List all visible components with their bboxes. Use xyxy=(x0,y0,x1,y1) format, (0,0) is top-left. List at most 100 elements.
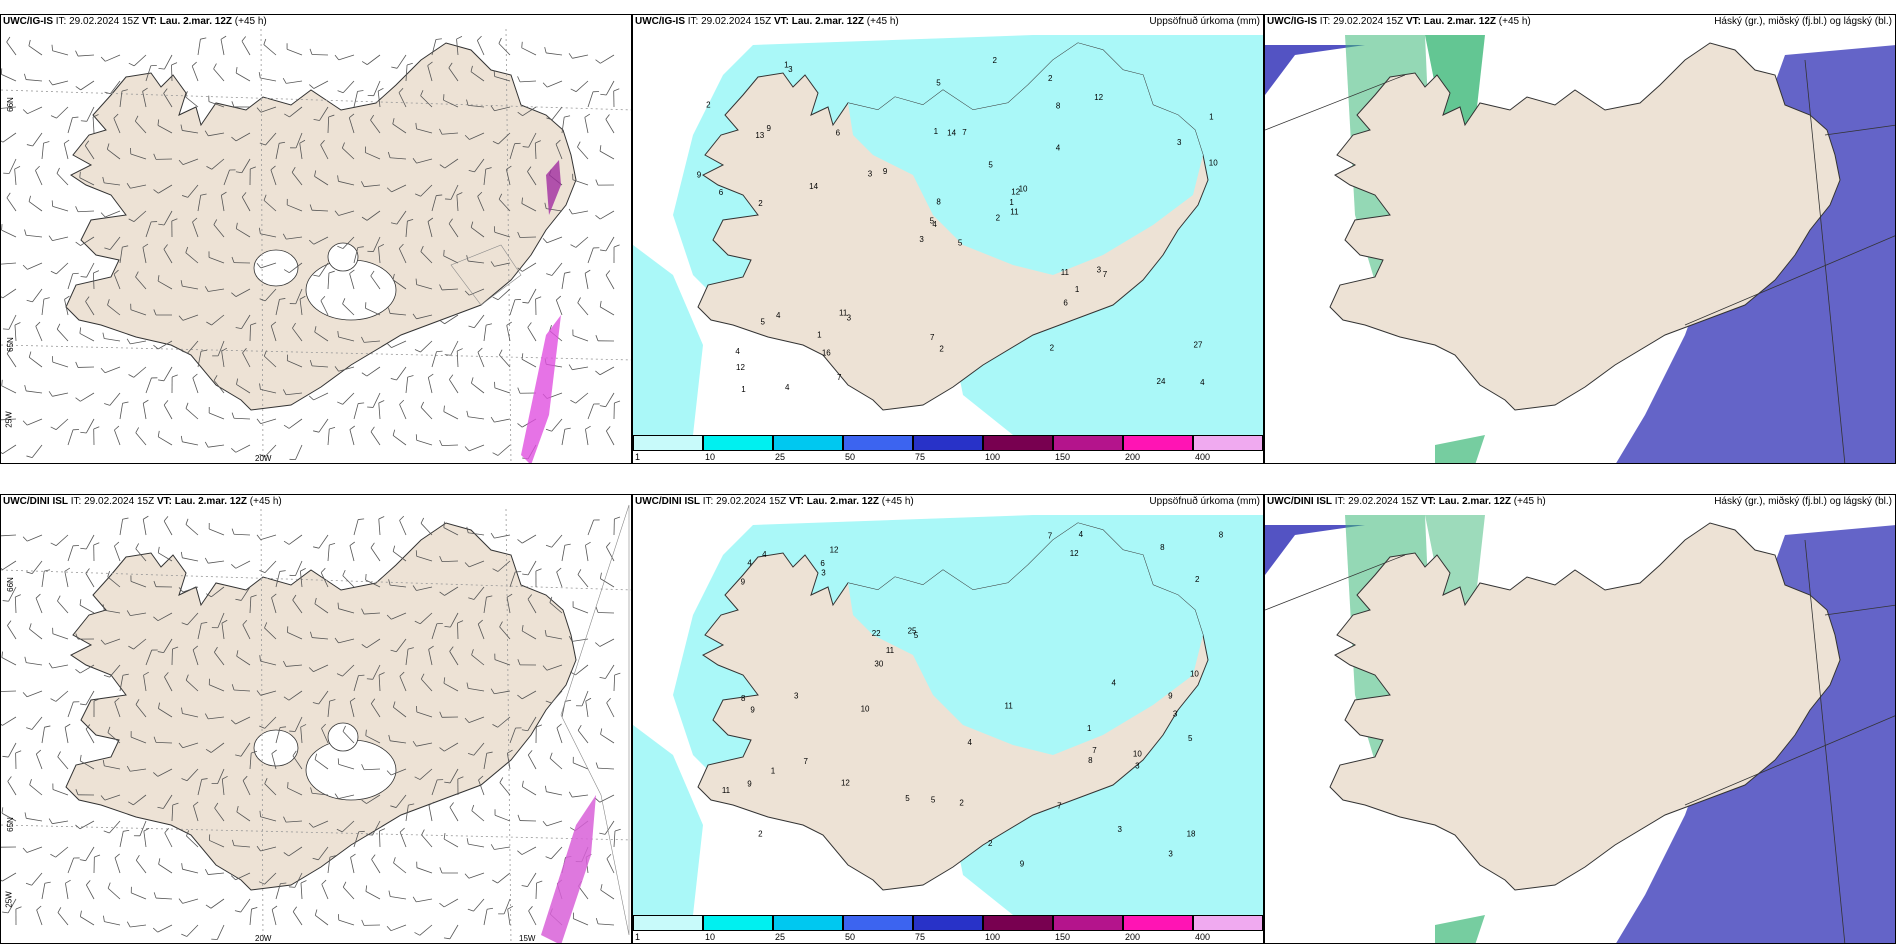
grid-label-20w: 20W xyxy=(255,454,272,463)
iceland-land xyxy=(65,42,577,411)
colorbar-swatch xyxy=(1193,435,1263,451)
precip-value: 27 xyxy=(1194,341,1203,350)
precip-value: 9 xyxy=(1020,859,1025,868)
precip-value: 2 xyxy=(706,101,711,110)
precip-value: 3 xyxy=(1117,825,1122,834)
grid-label-25w: 25W xyxy=(4,411,14,428)
precip-value: 4 xyxy=(735,347,740,356)
precip-value: 25 xyxy=(908,627,917,636)
colorbar-label: 75 xyxy=(915,932,926,942)
precip-value: 12 xyxy=(841,778,850,787)
panel-title-cloud: Háský (gr.), miðský (fj.bl.) og lágský (… xyxy=(1714,16,1892,27)
graticule xyxy=(1265,59,1895,463)
colorbar-swatch xyxy=(1123,915,1193,931)
precip-value: 8 xyxy=(936,197,941,206)
precip-value: 22 xyxy=(872,629,881,638)
precip-value: 6 xyxy=(719,188,724,197)
glacier xyxy=(253,729,299,767)
precip-value: 3 xyxy=(1097,266,1102,275)
precip-value: 1 xyxy=(1009,198,1014,207)
precip-value: 5 xyxy=(988,160,993,169)
precip-value: 7 xyxy=(1092,746,1097,755)
colorbar-label: 150 xyxy=(1055,932,1071,942)
grid-label-15w: 15W xyxy=(519,934,536,943)
precip-value: 9 xyxy=(750,706,755,715)
precip-value: 6 xyxy=(1063,299,1068,308)
precip-value: 3 xyxy=(794,691,799,700)
colorbar-swatch xyxy=(843,915,913,931)
precip-value: 8 xyxy=(1088,756,1093,765)
precip-value: 4 xyxy=(1079,530,1084,539)
precip-value: 11 xyxy=(886,646,895,655)
iceland-land xyxy=(1329,522,1841,891)
colorbar-swatch xyxy=(703,435,773,451)
precip-value: 12 xyxy=(736,363,745,372)
colorbar-swatch xyxy=(913,435,983,451)
precip-value: 3 xyxy=(868,170,873,179)
precip-value: 2 xyxy=(1195,575,1200,584)
panel-header: UWC/DINI ISL IT: 29.02.2024 15Z VT: Lau.… xyxy=(635,496,914,507)
precip-value: 4 xyxy=(1112,679,1117,688)
cloud-high xyxy=(1435,915,1485,943)
precip-value: 13 xyxy=(755,131,764,140)
panel-header: UWC/IG-IS IT: 29.02.2024 15Z VT: Lau. 2.… xyxy=(3,16,267,27)
colorbar-label: 75 xyxy=(915,452,926,462)
colorbar-swatch xyxy=(983,435,1053,451)
precip-area xyxy=(633,725,703,915)
colorbar-label: 100 xyxy=(985,932,1001,942)
precip-value: 2 xyxy=(988,839,993,848)
precip-value: 1 xyxy=(1209,112,1214,121)
precip-value: 8 xyxy=(741,694,746,703)
precip-value: 11 xyxy=(1010,207,1019,216)
colorbar-swatch xyxy=(913,915,983,931)
colorbar-label: 200 xyxy=(1125,932,1141,942)
precip-value: 10 xyxy=(1019,185,1028,194)
precip-value: 5 xyxy=(1188,734,1193,743)
precip-value: 5 xyxy=(761,318,766,327)
precip-value: 10 xyxy=(861,705,870,714)
precip-value: 4 xyxy=(968,738,973,747)
precip-over-land xyxy=(848,523,1203,755)
precip-value: 9 xyxy=(697,170,702,179)
panel-header: UWC/DINI ISL IT: 29.02.2024 15Z VT: Lau.… xyxy=(1267,496,1546,507)
glacier xyxy=(327,242,359,272)
precip-colorbar: 1 10 25 50 75 100 150 200 400 xyxy=(633,915,1263,943)
precip-value: 7 xyxy=(803,757,808,766)
colorbar-label: 10 xyxy=(705,932,716,942)
precip-value: 5 xyxy=(958,239,963,248)
precip-colorbar: 1 10 25 50 75 100 150 200 400 xyxy=(633,435,1263,463)
precip-value: 24 xyxy=(1157,377,1166,386)
wind-band xyxy=(541,795,596,943)
precip-value: 1 xyxy=(817,330,822,339)
precip-value: 8 xyxy=(1056,102,1061,111)
precip-value: 2 xyxy=(758,199,763,208)
panel-title-cloud: Háský (gr.), miðský (fj.bl.) og lágský (… xyxy=(1714,496,1892,507)
panel-header: UWC/IG-IS IT: 29.02.2024 15Z VT: Lau. 2.… xyxy=(1267,16,1531,27)
precip-value: 11 xyxy=(722,786,731,795)
panel-wind-ig: UWC/IG-IS IT: 29.02.2024 15Z VT: Lau. 2.… xyxy=(0,14,632,464)
colorbar-label: 150 xyxy=(1055,452,1071,462)
panel-precip-ig: 5 13 4 4 12 3 2 7 8 2 3 4 2 1 3 4 4 1 5 4 9 12 16 14 10 7 9 5 6 11 10 5… xyxy=(632,14,1264,464)
precip-value: 1 xyxy=(1087,724,1092,733)
precip-value: 2 xyxy=(992,56,997,65)
precip-value: 8 xyxy=(1219,531,1224,540)
precip-map: 5134412327823421344154912161410795611105… xyxy=(633,15,1263,435)
precip-value: 3 xyxy=(821,568,826,577)
precip-value: 10 xyxy=(1190,670,1199,679)
precip-value: 6 xyxy=(820,559,825,568)
precip-value: 3 xyxy=(847,314,852,323)
precip-value: 4 xyxy=(785,383,790,392)
panel-title-precip: Uppsöfnuð úrkoma (mm) xyxy=(1149,16,1260,27)
precip-value: 2 xyxy=(1050,344,1055,353)
precip-value: 5 xyxy=(931,795,936,804)
precip-value: 16 xyxy=(822,349,831,358)
wind-barb-map xyxy=(1,495,631,943)
precip-value: 5 xyxy=(936,79,941,88)
wind-barb-map xyxy=(1,15,631,463)
colorbar-swatch xyxy=(1053,915,1123,931)
precip-value: 8 xyxy=(1160,543,1165,552)
precip-value: 4 xyxy=(932,220,937,229)
colorbar-label: 400 xyxy=(1195,452,1211,462)
colorbar-swatch xyxy=(1053,435,1123,451)
precip-value: 1 xyxy=(784,61,789,70)
